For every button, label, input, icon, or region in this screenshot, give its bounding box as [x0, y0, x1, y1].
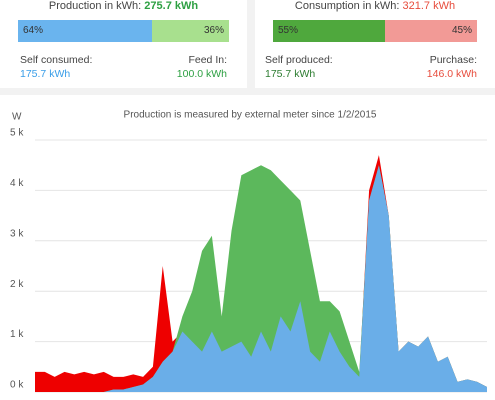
label: Purchase: — [429, 54, 477, 66]
bar-segment: 45% — [384, 20, 477, 42]
y-tick-label: 5 k — [10, 128, 24, 139]
value: 175.7 kWh — [265, 68, 316, 80]
bar-segment: 36% — [151, 20, 229, 42]
label: Production in kWh: — [48, 0, 142, 12]
consumption-panel: Consumption in kWh: 321.7 kWh 55% 45% Se… — [255, 0, 495, 88]
overlap-area — [35, 165, 487, 392]
chart-title: Production is measured by external meter… — [124, 110, 377, 121]
bar-segment: 55% — [273, 20, 385, 42]
y-axis-label: W — [12, 112, 22, 123]
total: 275.7 kWh — [144, 0, 199, 12]
label: Self consumed: — [20, 54, 93, 66]
production-panel: Production in kWh: 275.7 kWh 64% 36% Sel… — [0, 0, 247, 88]
consumption-header: Consumption in kWh: 321.7 kWh — [255, 0, 495, 12]
label: Feed In: — [188, 54, 227, 66]
label: Consumption in kWh: — [294, 0, 400, 12]
value: 146.0 kWh — [426, 68, 477, 80]
y-tick-label: 1 k — [10, 329, 24, 340]
production-bar: 64% 36% — [18, 20, 229, 42]
bar-segment: 64% — [18, 20, 152, 42]
value: 100.0 kWh — [176, 68, 227, 80]
consumption-bar: 55% 45% — [273, 20, 477, 42]
label: Self produced: — [265, 54, 333, 66]
y-tick-label: 4 k — [10, 178, 24, 189]
production-header: Production in kWh: 275.7 kWh — [0, 0, 247, 12]
y-tick-label: 0 k — [10, 380, 24, 391]
total: 321.7 kWh — [402, 0, 456, 12]
y-tick-label: 2 k — [10, 279, 24, 290]
value: 175.7 kWh — [20, 68, 71, 80]
chart: Production is measured by external meter… — [0, 95, 495, 400]
y-tick-label: 3 k — [10, 228, 24, 239]
